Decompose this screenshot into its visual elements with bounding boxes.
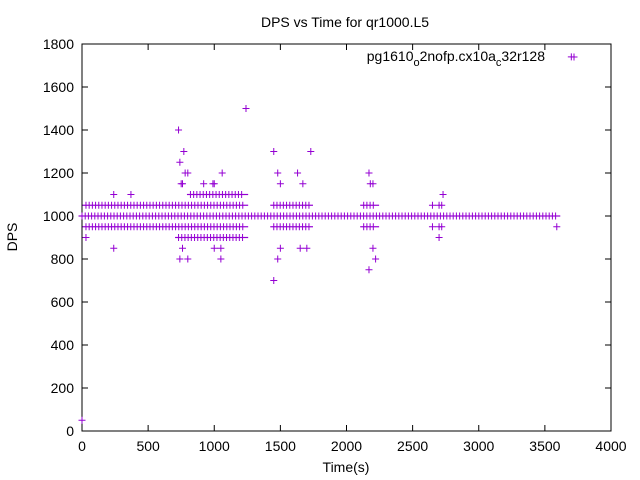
data-point xyxy=(274,255,282,263)
data-point xyxy=(217,244,225,252)
band-line xyxy=(78,215,561,217)
chart-title: DPS vs Time for qr1000.L5 xyxy=(261,14,429,30)
data-point xyxy=(210,244,218,252)
data-point xyxy=(270,277,278,284)
data-bands xyxy=(78,191,561,241)
band-line xyxy=(186,193,249,196)
data-point xyxy=(242,105,250,112)
data-point xyxy=(428,201,436,209)
y-tick-label: 1800 xyxy=(43,36,74,52)
x-axis-label: Time(s) xyxy=(323,459,370,475)
y-tick-label: 200 xyxy=(51,380,75,396)
data-point xyxy=(184,169,192,177)
data-point xyxy=(438,201,446,209)
data-point xyxy=(299,180,307,188)
data-point xyxy=(303,244,311,252)
band-line xyxy=(82,226,249,228)
data-point xyxy=(439,191,447,198)
data-point xyxy=(296,244,304,252)
y-tick-label: 600 xyxy=(51,294,75,310)
data-point xyxy=(365,266,373,274)
data-point xyxy=(127,191,135,198)
y-tick-label: 400 xyxy=(51,337,75,353)
x-tick-label: 3500 xyxy=(529,438,560,454)
band-line xyxy=(82,204,249,206)
x-tick-label: 0 xyxy=(78,438,86,454)
x-axis: 0 500 1000 1500 2000 2500 3000 3500 4000 xyxy=(78,44,627,454)
data-point xyxy=(276,244,284,252)
data-point xyxy=(200,180,208,188)
x-tick-label: 500 xyxy=(136,438,160,454)
y-tick-label: 1000 xyxy=(43,208,74,224)
data-point xyxy=(176,255,184,263)
data-point xyxy=(428,223,436,231)
data-point xyxy=(274,169,282,177)
data-point xyxy=(365,169,373,177)
x-tick-label: 1000 xyxy=(199,438,230,454)
data-point xyxy=(176,158,184,166)
data-point xyxy=(438,223,446,231)
x-tick-label: 2000 xyxy=(331,438,362,454)
legend-label: pg1610o2nofp.cx10ac32r128 xyxy=(367,48,545,69)
data-point xyxy=(110,191,118,198)
y-tick-label: 800 xyxy=(51,251,75,267)
data-point xyxy=(179,244,187,252)
plot-frame xyxy=(81,43,612,432)
data-point xyxy=(180,148,188,155)
data-point xyxy=(294,169,302,177)
data-points xyxy=(78,53,575,424)
data-point xyxy=(179,180,187,188)
data-point xyxy=(210,180,218,188)
data-point xyxy=(218,169,226,177)
y-tick-label: 1600 xyxy=(43,79,74,95)
data-point xyxy=(307,148,315,155)
x-tick-label: 3000 xyxy=(463,438,494,454)
band-line xyxy=(270,226,313,228)
legend-marker-symbol xyxy=(570,53,578,61)
y-tick-label: 1400 xyxy=(43,122,74,138)
data-point xyxy=(110,244,118,252)
data-point xyxy=(78,416,86,424)
x-tick-label: 1500 xyxy=(265,438,296,454)
legend: pg1610o2nofp.cx10ac32r128 xyxy=(367,48,578,69)
y-axis: 0 200 400 600 800 1000 1200 1400 1600 1800 xyxy=(43,36,611,439)
data-point xyxy=(270,148,278,155)
data-point xyxy=(372,255,380,263)
data-point xyxy=(217,255,225,263)
y-axis-label: DPS xyxy=(4,223,20,252)
data-point xyxy=(435,234,443,241)
data-point xyxy=(175,126,183,134)
data-point xyxy=(276,180,284,188)
data-point xyxy=(369,244,377,252)
legend-marker xyxy=(570,53,578,61)
data-point xyxy=(184,255,192,263)
y-tick-label: 0 xyxy=(66,423,74,439)
x-tick-label: 2500 xyxy=(397,438,428,454)
data-point xyxy=(369,180,377,188)
band-line xyxy=(175,236,249,239)
band-line xyxy=(270,204,313,206)
x-tick-label: 4000 xyxy=(595,438,626,454)
y-tick-label: 1200 xyxy=(43,165,74,181)
data-point xyxy=(82,234,90,241)
data-point xyxy=(553,223,561,231)
